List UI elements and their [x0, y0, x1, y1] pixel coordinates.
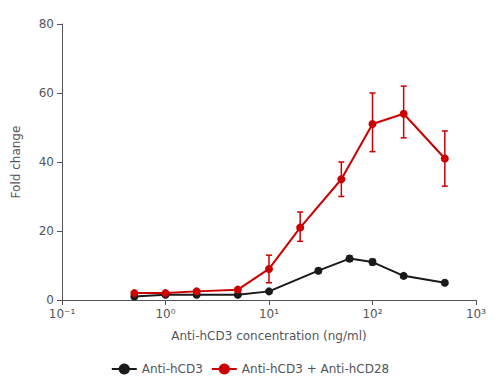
svg-text:60: 60 — [39, 86, 54, 100]
svg-text:20: 20 — [39, 224, 54, 238]
svg-text:Anti-hCD3 + Anti-hCD28: Anti-hCD3 + Anti-hCD28 — [242, 362, 389, 376]
svg-text:Fold change: Fold change — [9, 126, 23, 199]
svg-text:Anti-hCD3 concentration (ng/ml: Anti-hCD3 concentration (ng/ml) — [171, 329, 366, 343]
svg-text:10¹: 10¹ — [259, 307, 279, 321]
svg-text:10³: 10³ — [466, 307, 486, 321]
svg-text:10⁻¹: 10⁻¹ — [49, 307, 76, 321]
svg-text:Anti-hCD3: Anti-hCD3 — [142, 362, 203, 376]
svg-text:0: 0 — [46, 293, 54, 307]
svg-text:10⁰: 10⁰ — [155, 307, 175, 321]
svg-text:80: 80 — [39, 17, 54, 31]
svg-text:10²: 10² — [362, 307, 382, 321]
svg-text:40: 40 — [39, 155, 54, 169]
